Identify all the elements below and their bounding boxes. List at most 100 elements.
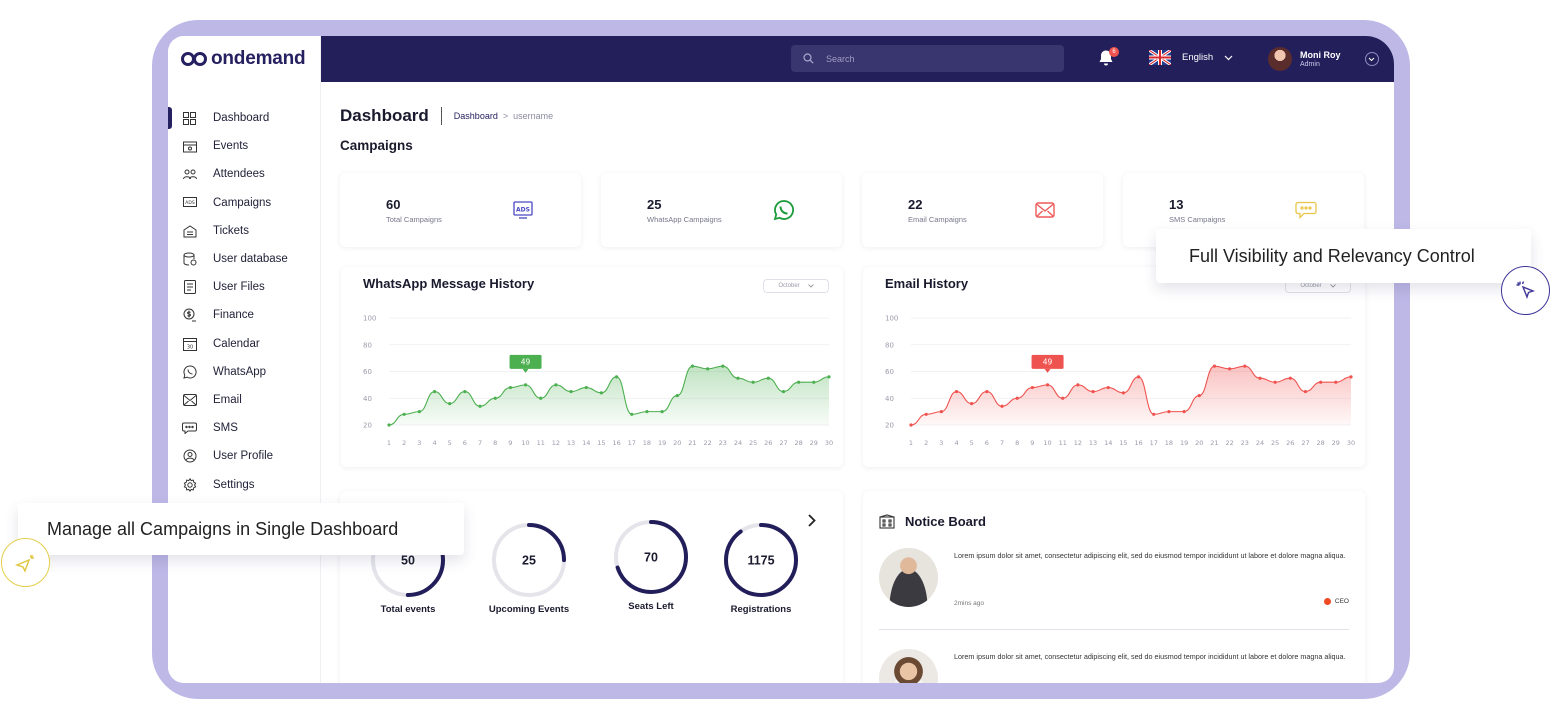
x-tick-label: 3	[417, 439, 421, 447]
stat-card-total-campaigns[interactable]: 60 Total Campaigns ADS	[340, 173, 581, 247]
x-tick-label: 7	[478, 439, 482, 447]
data-point	[493, 396, 497, 400]
x-tick-label: 18	[1165, 439, 1173, 447]
data-point	[1182, 410, 1186, 414]
data-point	[1303, 389, 1308, 394]
sidebar-item-finance[interactable]: Finance	[168, 301, 321, 329]
brand-logo[interactable]: ondemand	[181, 44, 306, 74]
data-point	[599, 391, 604, 395]
y-tick-label: 100	[363, 315, 376, 323]
notice-board-heading: Notice Board	[905, 514, 986, 529]
x-tick-label: 6	[985, 439, 989, 447]
x-tick-label: 11	[1059, 439, 1067, 447]
page-header: Dashboard Dashboard > username	[340, 106, 553, 126]
sidebar-item-whatsapp[interactable]: WhatsApp	[168, 358, 321, 386]
x-tick-label: 21	[1210, 439, 1218, 447]
sidebar-item-settings[interactable]: Settings	[168, 470, 321, 498]
next-button[interactable]	[804, 510, 820, 530]
x-tick-label: 26	[764, 439, 772, 447]
ring-label: Seats Left	[628, 601, 674, 612]
sidebar-item-tickets[interactable]: Tickets	[168, 217, 321, 245]
x-tick-label: 2	[402, 439, 406, 447]
notice-item[interactable]: Lorem ipsum dolor sit amet, consectetur …	[879, 548, 1349, 618]
x-tick-label: 16	[1134, 439, 1142, 447]
stat-value: 13	[1169, 197, 1184, 212]
data-point	[1228, 367, 1232, 371]
event-stat-seats-left[interactable]: 70 Seats Left	[606, 517, 696, 612]
series-line	[388, 365, 830, 426]
sidebar-item-user-profile[interactable]: User Profile	[168, 442, 321, 470]
x-tick-label: 10	[1043, 439, 1051, 447]
ring-value: 1175	[747, 554, 774, 568]
whatsapp-icon	[773, 199, 795, 221]
sidebar-item-events[interactable]: Events	[168, 132, 321, 160]
data-point	[721, 364, 725, 368]
ads-icon: ADS	[512, 199, 534, 221]
sidebar-item-calendar[interactable]: 30 Calendar	[168, 330, 321, 358]
data-point	[1106, 385, 1110, 390]
x-tick-label: 30	[825, 439, 833, 447]
data-label-pointer	[1044, 368, 1051, 373]
page-title: Dashboard	[340, 106, 429, 125]
data-point	[954, 389, 959, 394]
search-box[interactable]	[791, 45, 1064, 72]
data-point	[523, 383, 528, 387]
ring-value: 50	[401, 554, 415, 568]
x-tick-label: 15	[597, 439, 605, 447]
chevron-down-icon	[1329, 284, 1336, 288]
sidebar-item-user-files[interactable]: User Files	[168, 273, 321, 301]
notice-item[interactable]: Lorem ipsum dolor sit amet, consectetur …	[879, 649, 1349, 683]
data-label: 49	[521, 357, 531, 366]
feature-callout-visibility: Full Visibility and Relevancy Control	[1156, 229, 1531, 283]
x-tick-label: 24	[1256, 439, 1264, 447]
x-tick-label: 26	[1286, 439, 1294, 447]
data-point	[766, 376, 770, 380]
sidebar-item-attendees[interactable]: Attendees	[168, 160, 321, 188]
whatsapp-history-card: WhatsApp Message History October 20 40 60 8…	[341, 267, 843, 467]
sidebar-item-email[interactable]: Email	[168, 386, 321, 414]
x-tick-label: 7	[1000, 439, 1004, 447]
data-point	[1258, 376, 1262, 380]
event-stat-upcoming[interactable]: 25 Upcoming Events	[484, 520, 574, 615]
svg-text:ADS: ADS	[185, 200, 195, 206]
sidebar-item-sms[interactable]: SMS	[168, 414, 321, 442]
data-point	[1288, 376, 1292, 380]
sidebar-item-user-database[interactable]: User database	[168, 245, 321, 273]
x-tick-label: 15	[1119, 439, 1127, 447]
sidebar-item-dashboard[interactable]: Dashboard	[168, 104, 321, 132]
stat-card-email-campaigns[interactable]: 22 Email Campaigns	[862, 173, 1103, 247]
breadcrumb-current: username	[513, 111, 554, 121]
data-point	[781, 389, 786, 394]
data-point	[751, 380, 755, 384]
finance-icon	[182, 308, 197, 323]
data-point	[539, 396, 543, 400]
sidebar: ondemand Dashboard Events Attendees ADS	[168, 36, 321, 683]
x-tick-label: 3	[939, 439, 943, 447]
y-tick-label: 100	[885, 315, 898, 323]
ring-label: Upcoming Events	[488, 604, 570, 615]
app-screen: ondemand Dashboard Events Attendees ADS	[168, 36, 1394, 683]
sidebar-item-label: WhatsApp	[213, 365, 267, 378]
month-select[interactable]: October	[763, 279, 829, 293]
sidebar-nav: Dashboard Events Attendees ADS Campaigns…	[168, 104, 321, 499]
uk-flag-icon	[1149, 50, 1171, 65]
breadcrumb-root[interactable]: Dashboard	[453, 111, 498, 121]
user-menu-toggle[interactable]	[1364, 52, 1379, 66]
x-tick-label: 6	[463, 439, 467, 447]
data-point	[417, 410, 421, 414]
data-point	[939, 410, 943, 414]
x-tick-label: 17	[1150, 439, 1158, 447]
data-label-box	[509, 354, 542, 369]
sidebar-item-label: Settings	[213, 478, 255, 491]
notice-board-card	[863, 491, 1365, 683]
top-bar: 6 English Moni Roy Admin	[321, 36, 1394, 82]
stat-label: SMS Campaigns	[1169, 215, 1226, 224]
sidebar-item-campaigns[interactable]: ADS Campaigns	[168, 189, 321, 217]
user-menu[interactable]: Moni Roy Admin	[1268, 47, 1379, 71]
search-input[interactable]	[826, 53, 1026, 64]
stat-card-whatsapp-campaigns[interactable]: 25 WhatsApp Campaigns	[601, 173, 842, 247]
notification-button[interactable]: 6	[1096, 47, 1119, 70]
language-selector[interactable]: English	[1149, 50, 1233, 65]
event-stat-registrations[interactable]: 1175 Registrations	[716, 520, 806, 615]
